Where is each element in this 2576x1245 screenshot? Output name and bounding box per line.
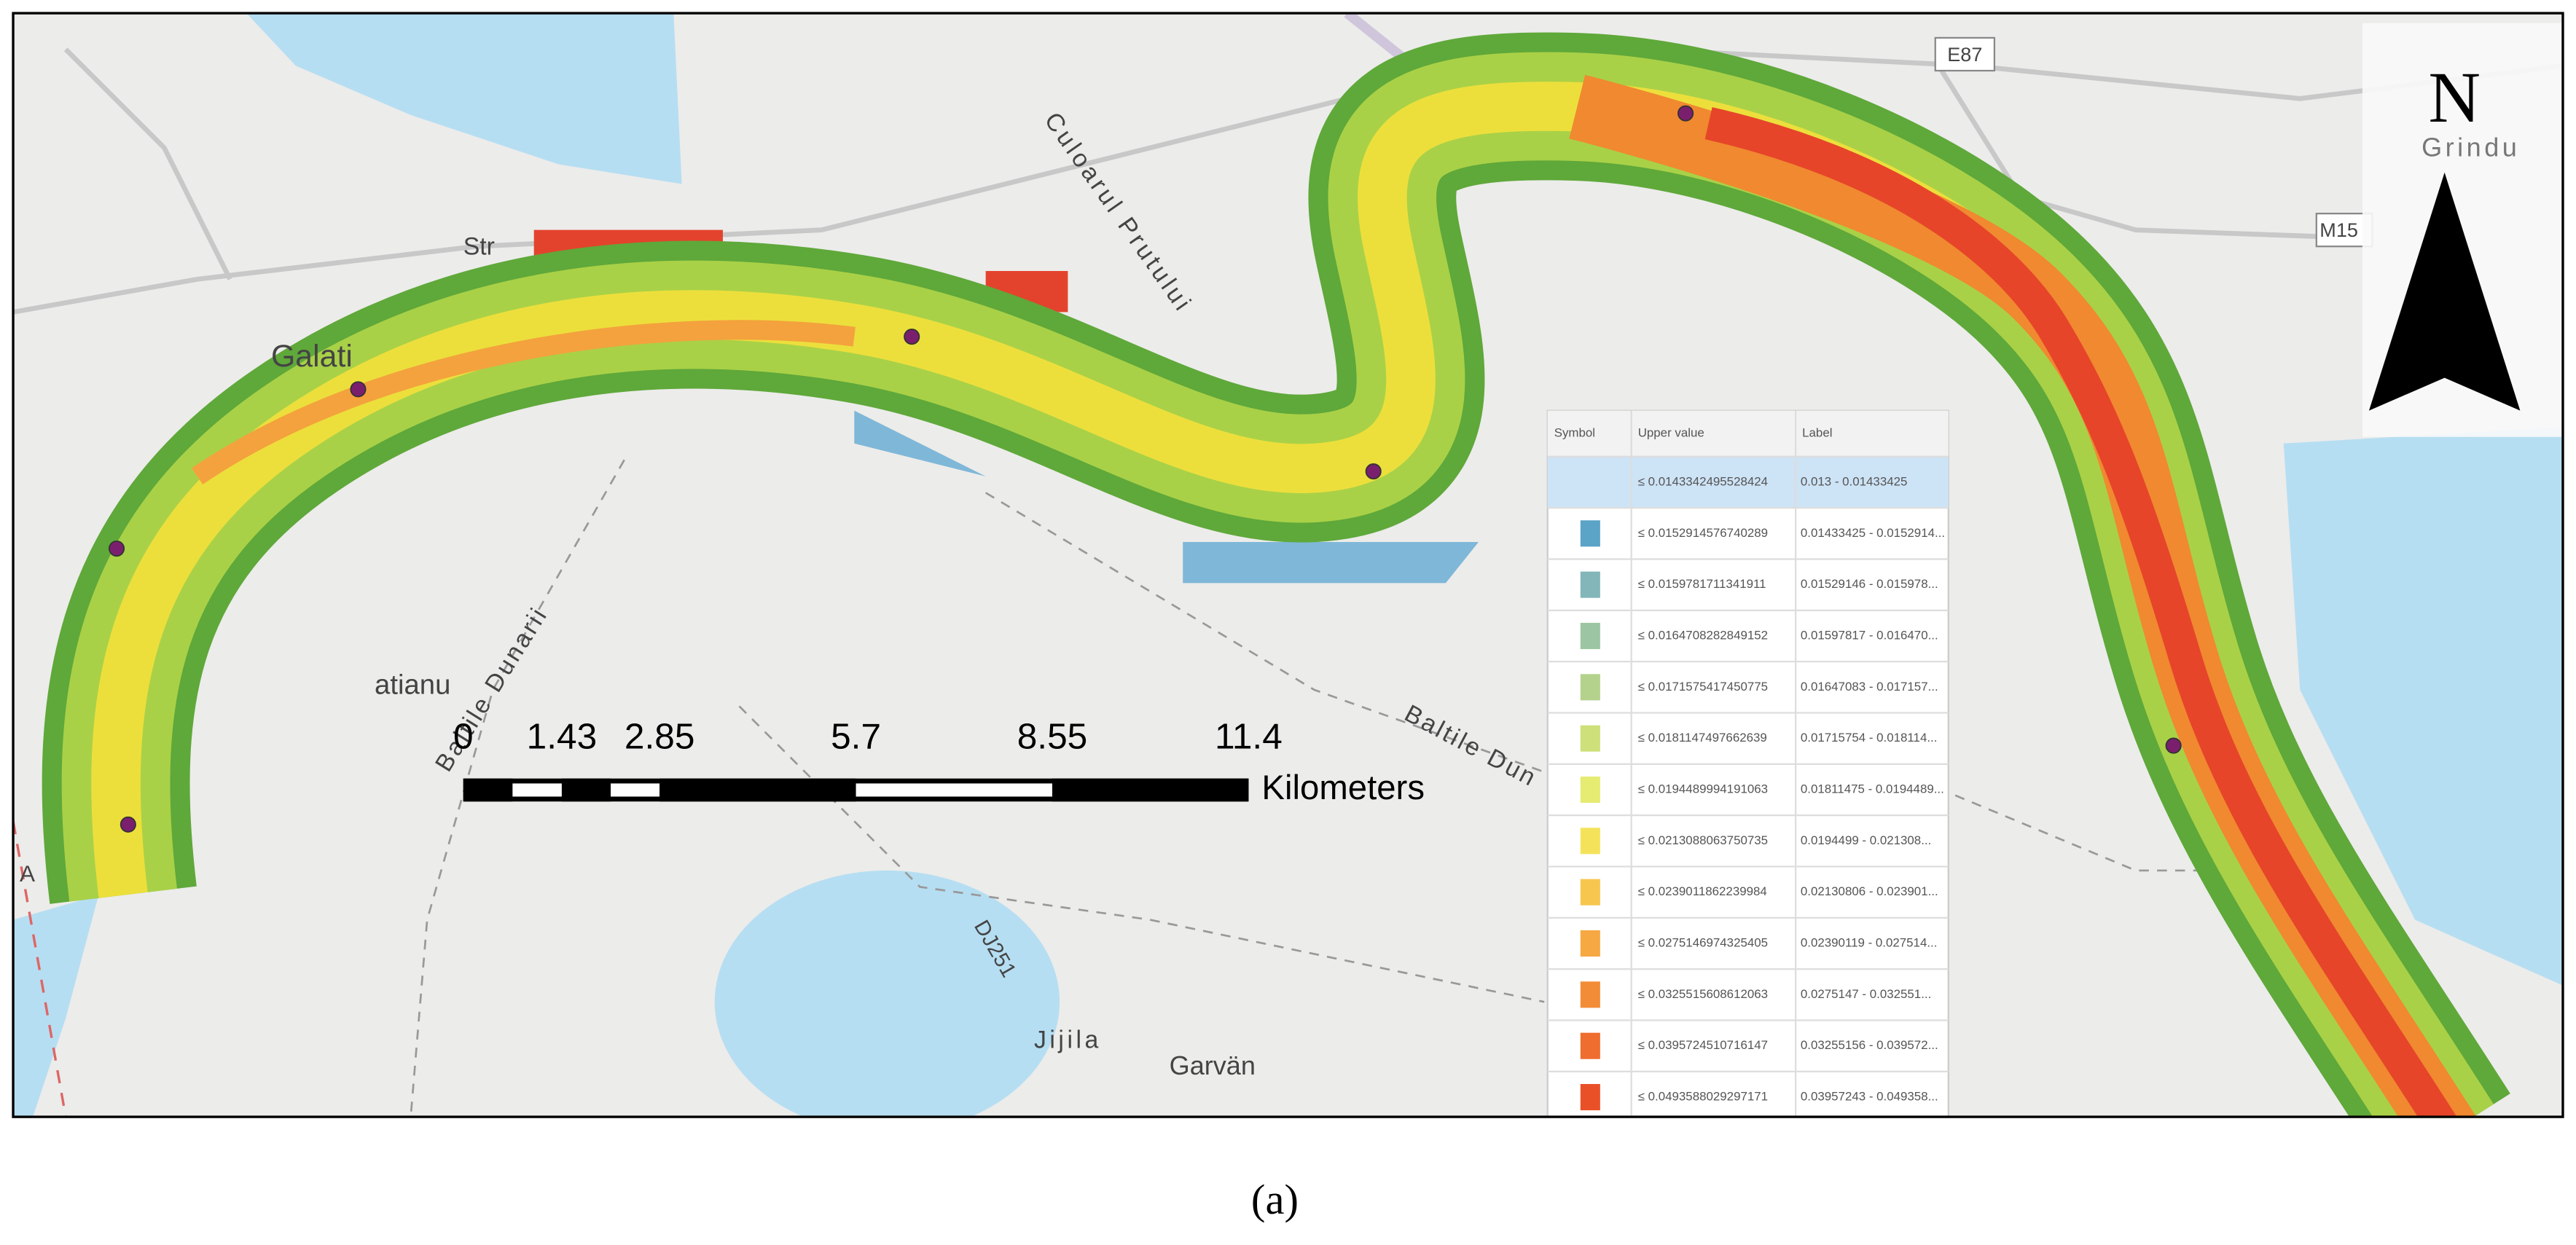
- legend-upper: ≤ 0.0171575417450775: [1638, 680, 1768, 694]
- place-label: Garvän: [1170, 1050, 1256, 1080]
- scale-segment: [561, 778, 611, 802]
- scale-tick-label: 5.7: [831, 716, 881, 757]
- scale-tick-label: 8.55: [1017, 716, 1088, 757]
- road-label: M15: [2319, 219, 2358, 241]
- legend-row-selected: [1547, 456, 1949, 508]
- place-label: Str: [463, 232, 495, 260]
- boundary: [984, 492, 1545, 773]
- scale-segment: [463, 778, 513, 802]
- stations: [109, 105, 2182, 833]
- legend-header: Symbol: [1554, 426, 1595, 440]
- legend-upper: ≤ 0.0275146974325405: [1638, 935, 1768, 949]
- legend-upper: ≤ 0.0159781711341911: [1638, 577, 1766, 591]
- legend-label: 0.01715754 - 0.018114...: [1801, 731, 1938, 745]
- road: [13, 820, 67, 1118]
- legend-swatch: [1580, 674, 1600, 701]
- river-deepest: [1704, 107, 2457, 1118]
- map-frame: [12, 12, 2564, 1118]
- legend-swatch: [1580, 828, 1600, 855]
- legend-label: 0.03957243 - 0.049358...: [1801, 1090, 1938, 1104]
- station: [1677, 105, 1694, 122]
- legend-swatch: [1580, 520, 1600, 547]
- legend-label: 0.01811475 - 0.0194489...: [1801, 782, 1944, 796]
- legend-background: [1546, 409, 1949, 1118]
- scale-unit: Kilometers: [1261, 769, 1425, 807]
- station: [904, 329, 920, 345]
- legend-label: 0.01647083 - 0.017157...: [1801, 680, 1938, 694]
- north-arrow: [2368, 172, 2521, 411]
- place-label: Grindu: [2422, 133, 2520, 162]
- scale-segment: [659, 778, 856, 802]
- legend-upper: ≤ 0.0152914576740289: [1638, 526, 1768, 540]
- legend-swatch: [1580, 879, 1600, 906]
- scale-tick-label: 1.43: [527, 716, 597, 757]
- place-label: atianu: [375, 669, 450, 701]
- legend-upper: ≤ 0.0181147497662639: [1638, 731, 1767, 745]
- scale-segment: [512, 783, 562, 797]
- legend-label: 0.01597817 - 0.016470...: [1801, 628, 1938, 642]
- scale-bar: 0 1.43 2.85 5.7 8.55 11.4 Kilometers: [453, 716, 1425, 807]
- legend: Symbol Upper value Label ≤ 0.01433424955284…: [1546, 409, 1949, 1118]
- station: [2165, 737, 2182, 754]
- station: [120, 816, 136, 833]
- legend-swatch: [1580, 1084, 1600, 1111]
- legend-swatch: [1580, 981, 1600, 1008]
- legend-upper: ≤ 0.0325515608612063: [1638, 987, 1768, 1001]
- legend-label: 0.01433425 - 0.0152914...: [1801, 526, 1945, 540]
- legend-upper: ≤ 0.0194489994191063: [1638, 782, 1768, 796]
- place-label: Galati: [271, 339, 353, 374]
- north-label: N: [2428, 58, 2481, 138]
- legend-swatch: [1580, 776, 1600, 804]
- station: [1365, 463, 1382, 480]
- scale-tick-label: 11.4: [1215, 716, 1283, 757]
- scale-segment: [611, 783, 660, 797]
- boundary: [410, 459, 625, 1118]
- legend-upper: ≤ 0.0239011862239984: [1638, 884, 1767, 898]
- road: [63, 47, 232, 280]
- legend-swatch: [1580, 622, 1600, 650]
- river-water: [13, 895, 99, 1118]
- place-label: A: [20, 860, 35, 887]
- map: Galati Str Culoarul Prutului Baltile Dun…: [13, 13, 2563, 1118]
- legend-label: 0.01529146 - 0.015978...: [1801, 577, 1938, 591]
- river-deep: [191, 320, 856, 485]
- scale-tick-label: 0: [453, 716, 474, 757]
- road: [1936, 64, 2366, 241]
- lake: [2283, 427, 2563, 986]
- place-label: Jijila: [1034, 1026, 1102, 1053]
- legend-upper: ≤ 0.0164708282849152: [1638, 628, 1768, 642]
- legend-label: 0.02390119 - 0.027514...: [1801, 935, 1938, 949]
- scale-tick-label: 2.85: [625, 716, 695, 757]
- road-shield: [1934, 36, 1996, 72]
- river-raster: [42, 32, 2510, 1118]
- legend-swatch: [1580, 725, 1600, 752]
- lake: [714, 870, 1060, 1118]
- scale-segment: [1052, 778, 1249, 802]
- caption: (a): [1251, 1176, 1299, 1223]
- legend-label: 0.0275147 - 0.032551...: [1801, 987, 1931, 1001]
- station: [109, 541, 125, 557]
- legend-label: 0.013 - 0.01433425: [1801, 474, 1908, 488]
- legend-header: Label: [1802, 426, 1832, 440]
- station: [350, 381, 367, 398]
- scale-segment: [856, 783, 1052, 797]
- legend-upper: ≤ 0.0143342495528424: [1638, 474, 1768, 488]
- legend-swatch: [1580, 571, 1600, 598]
- lake: [246, 13, 682, 184]
- road: [13, 87, 1381, 315]
- legend-upper: ≤ 0.0213088063750735: [1638, 833, 1768, 847]
- legend-upper: ≤ 0.0395724510716147: [1638, 1038, 1768, 1052]
- legend-header: Upper value: [1638, 426, 1704, 440]
- legend-header-bg: [1547, 410, 1949, 457]
- legend-label: 0.02130806 - 0.023901...: [1801, 884, 1938, 898]
- legend-swatch: [1580, 930, 1600, 957]
- legend-upper: ≤ 0.0493588029297171: [1638, 1090, 1768, 1104]
- raster-patch: [1183, 542, 1479, 584]
- legend-label: 0.03255156 - 0.039572...: [1801, 1038, 1938, 1052]
- road-label: E87: [1947, 44, 1982, 66]
- legend-label: 0.0194499 - 0.021308...: [1801, 833, 1931, 847]
- legend-swatch: [1580, 1032, 1600, 1059]
